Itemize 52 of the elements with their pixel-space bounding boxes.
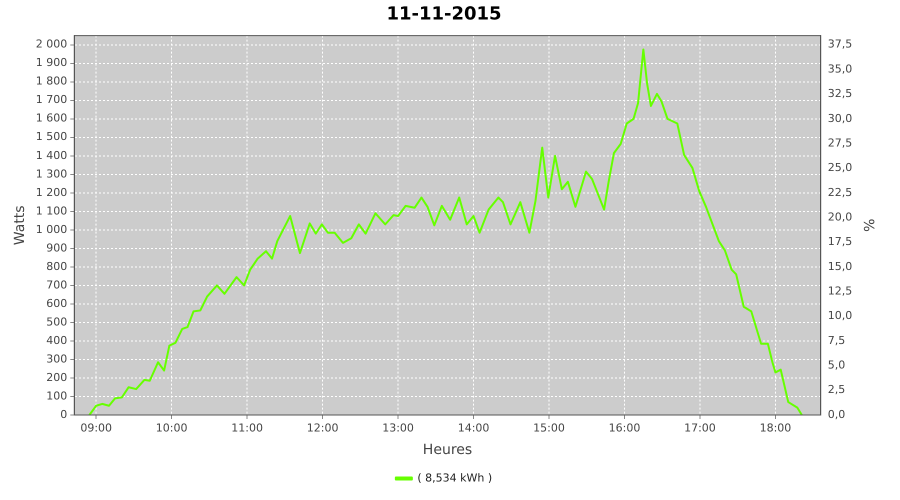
y-tick-label: 100 (46, 389, 68, 402)
y2-tick-label: 22,5 (828, 186, 852, 199)
y2-tick-label: 35,0 (828, 62, 852, 76)
x-tick-label: 13:00 (382, 421, 414, 434)
y2-tick-label: 27,5 (828, 136, 852, 150)
chart-title: 11-11-2015 (386, 3, 502, 24)
x-tick-label: 18:00 (760, 421, 792, 434)
x-axis-title: Heures (422, 442, 472, 458)
y2-tick-label: 37,5 (828, 38, 852, 51)
y-tick-label: 500 (46, 315, 68, 328)
y-tick-label: 2 000 (36, 38, 68, 51)
y-tick-label: 1 300 (36, 167, 68, 180)
y-tick-label: 1 900 (36, 56, 68, 70)
y2-tick-label: 7,5 (828, 334, 846, 347)
y-tick-label: 300 (46, 352, 68, 366)
y-tick-label: 1 400 (36, 148, 68, 162)
y2-tick-label: 15,0 (828, 260, 852, 273)
y-tick-label: 1 100 (36, 204, 68, 218)
x-tick-label: 17:00 (684, 421, 716, 434)
y-tick-label: 1 800 (36, 74, 68, 88)
y2-tick-label: 0,0 (828, 408, 846, 421)
y2-tick-label: 20,0 (828, 210, 852, 224)
y2-tick-label: 10,0 (828, 309, 852, 322)
y-tick-label: 400 (46, 334, 68, 347)
x-tick-label: 09:00 (80, 421, 112, 434)
y2-tick-label: 30,0 (828, 112, 852, 125)
y-tick-label: 1 500 (36, 130, 68, 144)
y-tick-label: 0 (60, 408, 68, 421)
y-tick-label: 600 (46, 296, 68, 310)
y-tick-label: 700 (46, 278, 68, 292)
x-tick-label: 12:00 (306, 421, 338, 434)
y2-tick-label: 32,5 (828, 87, 852, 100)
y-tick-label: 1 000 (36, 222, 68, 236)
x-tick-label: 16:00 (608, 421, 640, 434)
y-tick-label: 1 700 (36, 93, 68, 106)
y-tick-label: 200 (46, 370, 68, 384)
legend-label: ( 8,534 kWh ) (417, 471, 492, 484)
y2-tick-label: 5,0 (828, 358, 846, 372)
y-axis-title: Watts (12, 205, 28, 246)
y2-axis-title: % (860, 218, 876, 232)
y2-tick-label: 2,5 (828, 383, 846, 396)
y-tick-label: 1 200 (36, 186, 68, 199)
x-tick-label: 14:00 (458, 421, 490, 434)
y2-tick-label: 17,5 (828, 235, 852, 248)
y-tick-label: 900 (46, 241, 68, 254)
y-tick-label: 1 600 (36, 112, 68, 125)
x-tick-label: 10:00 (156, 421, 188, 434)
y2-tick-label: 25,0 (828, 161, 852, 174)
y2-tick-label: 12,5 (828, 284, 852, 298)
x-tick-label: 11:00 (231, 421, 263, 434)
x-tick-label: 15:00 (533, 421, 565, 434)
y-tick-label: 800 (46, 260, 68, 273)
